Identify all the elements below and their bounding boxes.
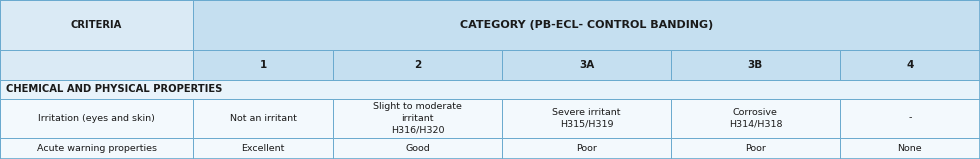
Text: 3B: 3B xyxy=(748,60,763,70)
Text: Severe irritant
H315/H319: Severe irritant H315/H319 xyxy=(553,108,620,128)
Text: CRITERIA: CRITERIA xyxy=(71,20,122,30)
Bar xyxy=(333,99,502,138)
Bar xyxy=(0,138,193,159)
Text: Poor: Poor xyxy=(745,144,765,153)
Text: Irritation (eyes and skin): Irritation (eyes and skin) xyxy=(38,114,155,123)
Bar xyxy=(671,99,840,138)
Text: 4: 4 xyxy=(906,60,913,70)
Bar xyxy=(333,138,502,159)
Bar xyxy=(840,50,980,80)
Text: Slight to moderate
irritant
H316/H320: Slight to moderate irritant H316/H320 xyxy=(373,102,463,134)
Bar xyxy=(840,99,980,138)
Text: 3A: 3A xyxy=(579,60,594,70)
Text: CATEGORY (PB-ECL- CONTROL BANDING): CATEGORY (PB-ECL- CONTROL BANDING) xyxy=(460,20,713,30)
Bar xyxy=(840,138,980,159)
Text: 1: 1 xyxy=(260,60,267,70)
Bar xyxy=(502,99,671,138)
Text: Good: Good xyxy=(406,144,430,153)
Bar xyxy=(333,50,502,80)
Bar xyxy=(502,138,671,159)
Bar xyxy=(0,80,980,99)
Bar xyxy=(671,138,840,159)
Bar xyxy=(0,50,193,80)
Bar xyxy=(671,50,840,80)
Bar xyxy=(0,99,193,138)
Text: None: None xyxy=(898,144,922,153)
Text: Poor: Poor xyxy=(576,144,597,153)
Bar xyxy=(0,0,193,50)
Text: -: - xyxy=(908,114,911,123)
Text: 2: 2 xyxy=(415,60,421,70)
Bar xyxy=(193,138,333,159)
Text: Excellent: Excellent xyxy=(241,144,285,153)
Bar xyxy=(193,99,333,138)
Text: Not an irritant: Not an irritant xyxy=(229,114,297,123)
Bar xyxy=(502,50,671,80)
Bar xyxy=(193,50,333,80)
Bar xyxy=(193,0,980,50)
Text: Corrosive
H314/H318: Corrosive H314/H318 xyxy=(729,108,782,128)
Text: CHEMICAL AND PHYSICAL PROPERTIES: CHEMICAL AND PHYSICAL PROPERTIES xyxy=(6,84,222,94)
Text: Acute warning properties: Acute warning properties xyxy=(36,144,157,153)
